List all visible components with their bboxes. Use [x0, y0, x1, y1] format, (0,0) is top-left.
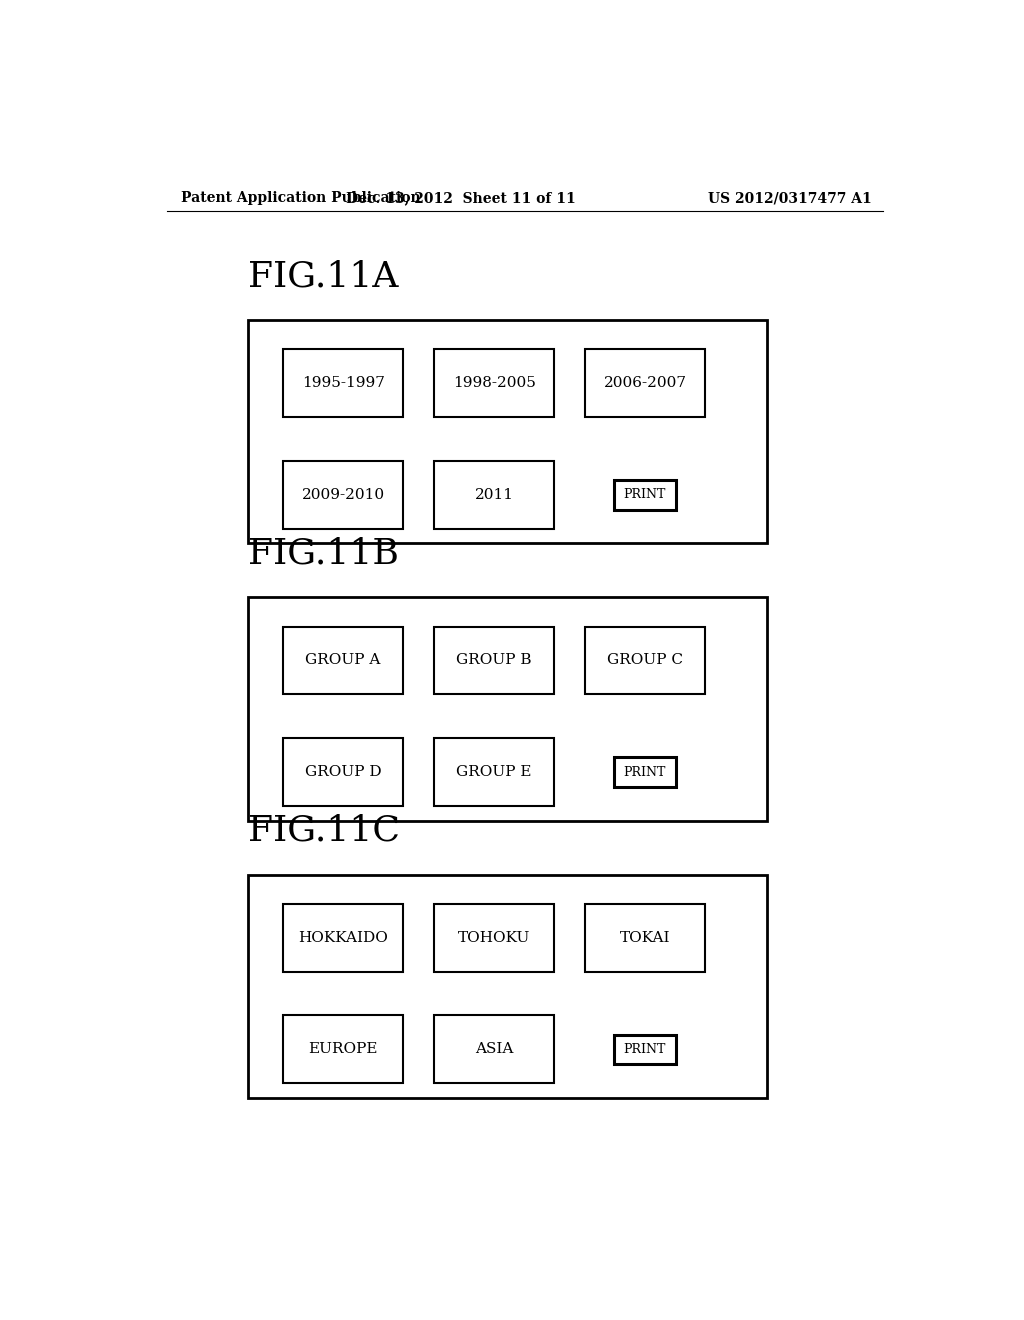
Text: 1995-1997: 1995-1997: [302, 376, 384, 391]
Bar: [283, 461, 403, 529]
Text: GROUP E: GROUP E: [457, 766, 531, 779]
Text: PRINT: PRINT: [624, 766, 667, 779]
Text: Dec. 13, 2012  Sheet 11 of 11: Dec. 13, 2012 Sheet 11 of 11: [346, 191, 577, 206]
Text: GROUP D: GROUP D: [305, 766, 381, 779]
Bar: [434, 350, 554, 417]
Text: HOKKAIDO: HOKKAIDO: [298, 931, 388, 945]
Text: 2009-2010: 2009-2010: [301, 488, 385, 502]
Bar: [248, 321, 767, 544]
Bar: [586, 627, 706, 694]
Bar: [283, 1015, 403, 1084]
Text: US 2012/0317477 A1: US 2012/0317477 A1: [709, 191, 872, 206]
Bar: [614, 480, 676, 510]
Text: PRINT: PRINT: [624, 488, 667, 502]
Bar: [248, 597, 767, 821]
Text: FIG.11A: FIG.11A: [248, 259, 398, 293]
Bar: [586, 350, 706, 417]
Bar: [434, 738, 554, 807]
Bar: [248, 874, 767, 1098]
Text: Patent Application Publication: Patent Application Publication: [180, 191, 420, 206]
Bar: [283, 627, 403, 694]
Text: 2011: 2011: [475, 488, 514, 502]
Bar: [434, 904, 554, 972]
Bar: [283, 350, 403, 417]
Text: EUROPE: EUROPE: [308, 1043, 378, 1056]
Bar: [434, 461, 554, 529]
Bar: [283, 738, 403, 807]
Text: TOKAI: TOKAI: [621, 931, 671, 945]
Text: GROUP B: GROUP B: [457, 653, 531, 668]
Text: 2006-2007: 2006-2007: [604, 376, 687, 391]
Text: GROUP C: GROUP C: [607, 653, 683, 668]
Bar: [586, 904, 706, 972]
Text: FIG.11C: FIG.11C: [248, 813, 400, 847]
Text: TOHOKU: TOHOKU: [458, 931, 530, 945]
Bar: [434, 627, 554, 694]
Text: GROUP A: GROUP A: [305, 653, 381, 668]
Text: FIG.11B: FIG.11B: [248, 536, 399, 570]
Text: ASIA: ASIA: [475, 1043, 513, 1056]
Bar: [434, 1015, 554, 1084]
Text: PRINT: PRINT: [624, 1043, 667, 1056]
Text: 1998-2005: 1998-2005: [453, 376, 536, 391]
Bar: [614, 758, 676, 787]
Bar: [614, 1035, 676, 1064]
Bar: [283, 904, 403, 972]
